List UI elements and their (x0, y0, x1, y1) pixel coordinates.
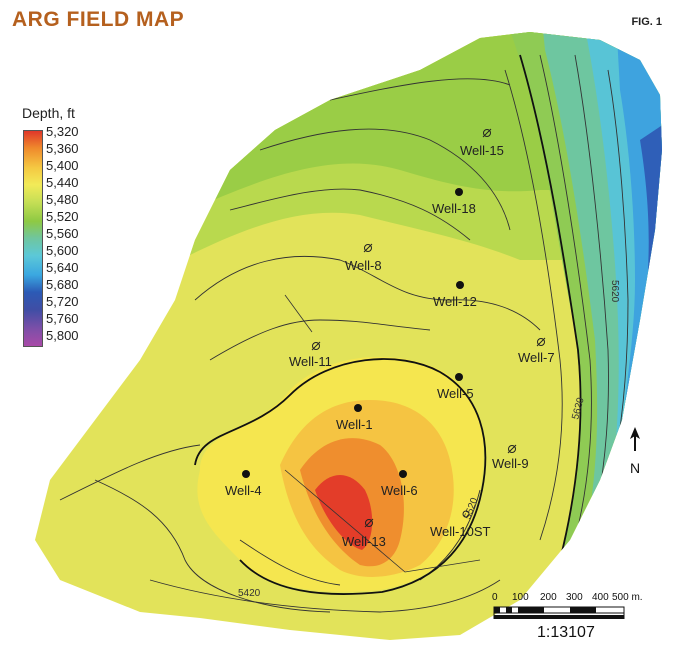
well-10st: Well-10ST (430, 510, 491, 539)
contour-label: 5420 (238, 588, 261, 599)
well-5: Well-5 (437, 373, 474, 401)
well-12: Well-12 (433, 281, 477, 309)
scale-tick: 200 (540, 592, 557, 603)
well-15: Well-15 (460, 128, 504, 158)
well-label: Well-10ST (430, 524, 491, 539)
north-label: N (629, 460, 641, 476)
legend-label: 5,680 (46, 277, 79, 292)
well-label: Well-5 (437, 386, 474, 401)
well-11: Well-11 (289, 341, 332, 369)
scale-tick: 500 m. (612, 592, 643, 603)
well-label: Well-9 (492, 456, 529, 471)
well-4: Well-4 (225, 470, 262, 498)
well-label: Well-8 (345, 258, 382, 273)
depth-color-scale (23, 130, 43, 347)
well-9: Well-9 (492, 444, 529, 471)
legend-label: 5,440 (46, 175, 79, 190)
legend-label: 5,360 (46, 141, 79, 156)
well-label: Well-4 (225, 483, 262, 498)
well-label: Well-13 (342, 534, 386, 549)
scale-ratio: 1:13107 (537, 624, 595, 641)
north-arrow-icon (630, 427, 640, 451)
scale-bar-graphic (493, 606, 625, 619)
well-label: Well-6 (381, 483, 418, 498)
well-label: Well-11 (289, 354, 332, 369)
map-title: ARG FIELD MAP (12, 8, 185, 31)
well-label: Well-18 (432, 201, 476, 216)
contour-label: 5620 (609, 280, 620, 303)
well-13: Well-13 (342, 518, 386, 549)
scale-tick: 400 (592, 592, 609, 603)
scale-tick: 100 (512, 592, 529, 603)
well-18: Well-18 (432, 188, 476, 216)
figure-label: FIG. 1 (631, 16, 662, 28)
legend-label: 5,400 (46, 158, 79, 173)
legend-label: 5,760 (46, 311, 79, 326)
legend-label: 5,320 (46, 124, 79, 139)
legend-label: 5,560 (46, 226, 79, 241)
legend-title: Depth, ft (22, 105, 75, 121)
legend-label: 5,600 (46, 243, 79, 258)
legend-label: 5,520 (46, 209, 79, 224)
legend-label: 5,720 (46, 294, 79, 309)
well-label: Well-15 (460, 143, 504, 158)
well-label: Well-1 (336, 417, 373, 432)
well-label: Well-12 (433, 294, 477, 309)
legend-label: 5,480 (46, 192, 79, 207)
scale-tick: 300 (566, 592, 583, 603)
well-8: Well-8 (345, 243, 382, 273)
well-1: Well-1 (336, 404, 373, 432)
north-arrow: N (623, 425, 647, 476)
well-6: Well-6 (381, 470, 418, 498)
well-label: Well-7 (518, 350, 555, 365)
well-7: Well-7 (518, 337, 555, 365)
legend-label: 5,800 (46, 328, 79, 343)
scale-tick: 0 (492, 592, 498, 603)
legend-label: 5,640 (46, 260, 79, 275)
